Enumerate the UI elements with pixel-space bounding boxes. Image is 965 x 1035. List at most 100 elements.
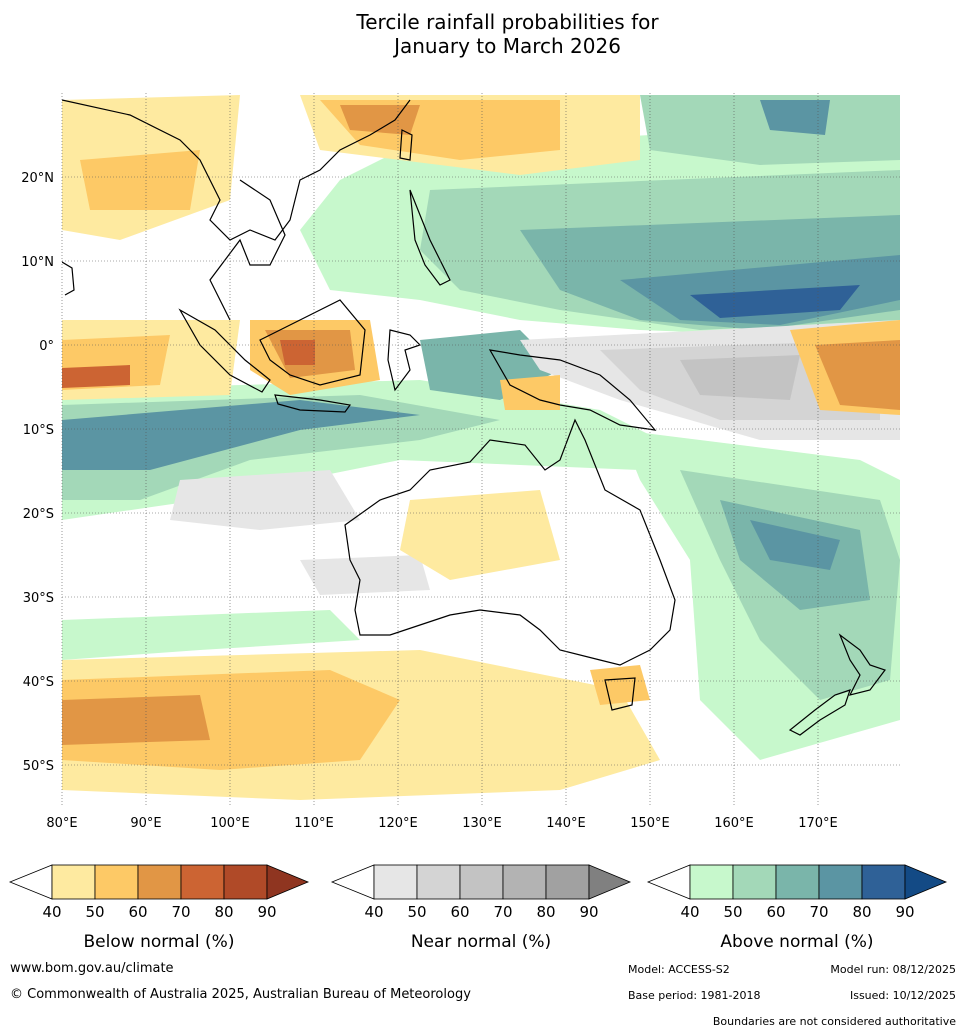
- lat-label: 30°S: [23, 591, 54, 606]
- colorbar-tick: 80: [852, 903, 871, 920]
- colorbar-swatch: [373, 864, 418, 900]
- lon-label: 110°E: [294, 816, 334, 831]
- colorbar-below: 40 50 60 70 80 90: [8, 864, 310, 920]
- borneo-coastline: [259, 299, 366, 386]
- issued-text: Issued: 10/12/2025: [849, 989, 956, 1002]
- colorbar-tick: 60: [766, 903, 785, 920]
- colorbar-swatch: [818, 864, 863, 900]
- taiwan-coastline: [399, 129, 413, 161]
- colorbar-swatch: [502, 864, 547, 900]
- lon-label: 90°E: [130, 816, 161, 831]
- latitude-labels: 20°N 10°N 0° 10°S 20°S 30°S 40°S 50°S: [21, 171, 54, 774]
- colorbar-swatch: [137, 864, 182, 900]
- disclaimer-text: Boundaries are not considered authoritat…: [712, 1015, 956, 1028]
- legend-near-normal: 40 50 60 70 80 90: [330, 860, 632, 920]
- legend-above-title: Above normal (%): [720, 932, 874, 952]
- map-svg: 20°N 10°N 0° 10°S 20°S 30°S 40°S 50°S 80…: [21, 93, 900, 831]
- colorbar-swatch: [545, 864, 590, 900]
- map-title: Tercile rainfall probabilities for Janua…: [0, 10, 965, 58]
- colorbar-tick: 90: [895, 903, 914, 920]
- colorbar-swatch: [94, 864, 139, 900]
- colorbar-swatch: [459, 864, 504, 900]
- website-link[interactable]: www.bom.gov.au/climate: [10, 961, 174, 976]
- sri-lanka-coastline: [62, 261, 75, 296]
- model-text: Model: ACCESS-S2: [628, 963, 730, 976]
- new-guinea-coastline: [488, 349, 657, 431]
- colorbar-swatch: [904, 864, 948, 900]
- lat-label: 0°: [39, 339, 54, 354]
- below-region-south-australia: [400, 490, 560, 580]
- colorbar-tick: 50: [723, 903, 742, 920]
- copyright-text: © Commonwealth of Australia 2025, Austra…: [10, 987, 471, 1002]
- colorbar-swatch: [8, 864, 53, 900]
- forecast-map: 20°N 10°N 0° 10°S 20°S 30°S 40°S 50°S 80…: [21, 93, 900, 831]
- above-region-north-pacific-peak: [690, 285, 860, 318]
- coastlines: [62, 99, 886, 736]
- near-region-central-pacific-core: [680, 355, 800, 400]
- indochina-coastline: [209, 179, 286, 321]
- legend-below-title: Below normal (%): [83, 932, 235, 952]
- colorbar-tick: 60: [128, 903, 147, 920]
- colorbar-swatch: [861, 864, 906, 900]
- colorbar-swatch: [223, 864, 268, 900]
- above-region-coral-sea-strong: [750, 520, 840, 570]
- below-region-arafura: [500, 375, 560, 410]
- below-region-tasmania: [590, 665, 650, 705]
- tasmania-coastline: [604, 677, 636, 711]
- colorbar-tick: 90: [257, 903, 276, 920]
- lon-label: 160°E: [714, 816, 754, 831]
- lat-label: 20°N: [21, 171, 54, 186]
- colorbar-tick: 80: [214, 903, 233, 920]
- lon-label: 120°E: [378, 816, 418, 831]
- colorbar-near: 40 50 60 70 80 90: [330, 864, 632, 920]
- mainland-asia-coastline: [62, 99, 411, 241]
- sulawesi-coastline: [387, 329, 422, 392]
- lon-label: 140°E: [546, 816, 586, 831]
- above-region-southern-patches: [62, 610, 360, 660]
- lat-label: 10°S: [23, 423, 54, 438]
- colorbar-tick: 40: [42, 903, 61, 920]
- below-region-sumatra-west-core: [62, 365, 130, 388]
- lat-label: 50°S: [23, 759, 54, 774]
- near-region-south-patch: [300, 555, 430, 595]
- above-region-nw-top-core: [760, 100, 830, 135]
- colorbar-tick: 60: [450, 903, 469, 920]
- below-region-nw-india-mid: [80, 150, 200, 210]
- colorbar-swatch: [689, 864, 734, 900]
- below-region-borneo-peak: [280, 340, 315, 365]
- above-region-indian-ocean-core: [62, 400, 420, 470]
- lon-label: 80°E: [46, 816, 77, 831]
- new-zealand-south-coastline: [788, 689, 851, 736]
- australia-coastline: [344, 418, 676, 666]
- lon-label: 150°E: [630, 816, 670, 831]
- below-region-east-pacific-core: [815, 340, 900, 410]
- colorbar-tick: 50: [85, 903, 104, 920]
- colorbar-swatch: [775, 864, 820, 900]
- colorbar-tick: 70: [809, 903, 828, 920]
- colorbar-swatch: [646, 864, 691, 900]
- lat-label: 20°S: [23, 507, 54, 522]
- colorbar-tick: 80: [536, 903, 555, 920]
- colorbar-tick: 40: [364, 903, 383, 920]
- java-coastline: [274, 394, 352, 413]
- colorbar-tick: 70: [493, 903, 512, 920]
- legend-near-title: Near normal (%): [410, 932, 552, 952]
- legend-below-normal: 40 50 60 70 80 90: [8, 860, 310, 920]
- below-region-southern-ocean-mid: [62, 670, 400, 770]
- colorbar-above: 40 50 60 70 80 90: [646, 864, 948, 920]
- lon-label: 170°E: [798, 816, 838, 831]
- philippines-coastline: [409, 189, 451, 286]
- title-line-2: January to March 2026: [394, 34, 621, 58]
- colorbar-tick: 40: [680, 903, 699, 920]
- colorbar-swatch: [330, 864, 375, 900]
- longitude-labels: 80°E 90°E 100°E 110°E 120°E 130°E 140°E …: [46, 816, 837, 831]
- base-period-text: Base period: 1981-2018: [628, 989, 761, 1002]
- lon-label: 100°E: [210, 816, 250, 831]
- lat-label: 40°S: [23, 675, 54, 690]
- colorbar-swatch: [51, 864, 96, 900]
- title-line-1: Tercile rainfall probabilities for: [356, 10, 659, 34]
- legend-above-normal: 40 50 60 70 80 90: [646, 860, 948, 920]
- probability-shading: [62, 95, 900, 800]
- colorbar-tick: 50: [407, 903, 426, 920]
- model-run-text: Model run: 08/12/2025: [830, 963, 956, 976]
